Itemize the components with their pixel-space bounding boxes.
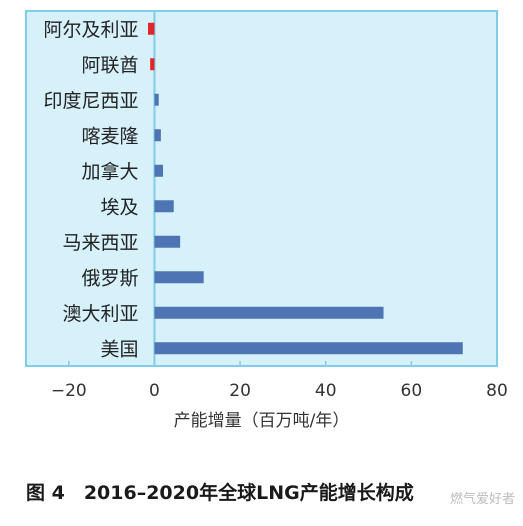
x-tick-label: 20 bbox=[229, 381, 251, 401]
category-label: 俄罗斯 bbox=[81, 267, 138, 289]
bar-10 bbox=[154, 342, 463, 355]
category-label: 马来西亚 bbox=[62, 232, 138, 254]
bar-6 bbox=[154, 200, 174, 213]
bar-4 bbox=[154, 129, 161, 142]
bar-1 bbox=[148, 22, 155, 35]
figure-caption: 图 4 2016–2020年全球LNG产能增长构成 bbox=[26, 482, 414, 504]
bar-2 bbox=[150, 58, 155, 71]
watermark: 燃气爱好者 bbox=[449, 492, 515, 507]
bar-8 bbox=[154, 271, 204, 284]
category-label: 澳大利亚 bbox=[62, 303, 138, 325]
category-label: 美国 bbox=[100, 338, 138, 360]
category-label: 加拿大 bbox=[81, 160, 138, 183]
bar-9 bbox=[154, 306, 384, 319]
x-tick-label: 40 bbox=[315, 381, 337, 401]
category-label: 阿联酋 bbox=[81, 54, 138, 76]
bar-7 bbox=[154, 235, 181, 248]
category-label: 阿尔及利亚 bbox=[43, 19, 138, 41]
category-label: 埃及 bbox=[100, 196, 138, 218]
bar-3 bbox=[154, 93, 159, 106]
x-tick-label: 60 bbox=[401, 381, 423, 401]
x-tick-label: 0 bbox=[149, 381, 160, 401]
category-label: 喀麦隆 bbox=[81, 125, 138, 147]
x-axis-label: 产能增量（百万吨/年） bbox=[174, 411, 350, 430]
x-tick-label: −20 bbox=[51, 381, 87, 401]
x-tick-label: 80 bbox=[486, 381, 508, 401]
category-label: 印度尼西亚 bbox=[43, 90, 138, 112]
bar-5 bbox=[154, 164, 164, 177]
